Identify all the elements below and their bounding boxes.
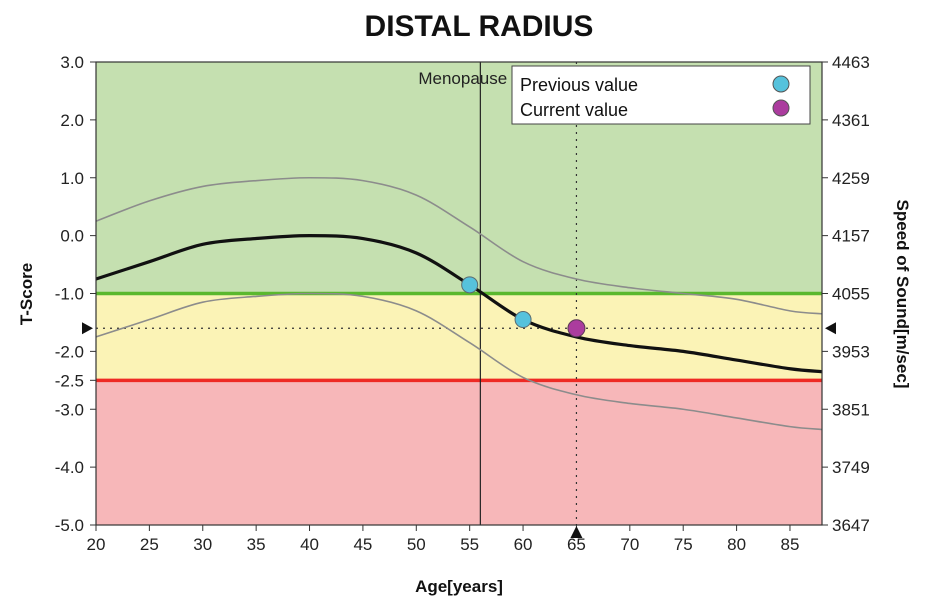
left-tick-label-2: 1.0 [60,169,84,188]
x-tick-label-4: 40 [300,535,319,554]
right-tick-label-7: 3749 [832,458,870,477]
left-axis: 3.0 2.0 1.0 0.0 -1.0 -2.0 -2.5 -3.0 -4.0 -5.0 [55,53,96,535]
x-axis: 20 25 30 35 40 45 50 55 60 65 70 75 80 85 [87,525,800,554]
left-tick-label-6: -2.5 [55,371,84,390]
right-tick-label-8: 3647 [832,516,870,535]
right-tick-label-5: 3953 [832,342,870,361]
data-points [461,276,586,338]
zone-osteoporosis [96,380,822,525]
left-tick-label-7: -3.0 [55,400,84,419]
left-axis-label: T-Score [17,263,36,325]
x-tick-label-2: 30 [193,535,212,554]
x-tick-label-9: 65 [567,535,586,554]
legend-previous-label: Previous value [520,75,638,95]
left-tick-label-3: 0.0 [60,227,84,246]
left-tick-label-5: -2.0 [55,342,84,361]
x-tick-label-0: 20 [87,535,106,554]
legend-previous-marker [772,75,790,93]
current-value-point [567,319,586,338]
right-tick-label-0: 4463 [832,53,870,72]
current-age-arrow [570,526,583,538]
previous-value-point-1 [514,311,532,329]
menopause-label: Menopause [418,69,507,88]
x-tick-label-5: 45 [353,535,372,554]
left-tick-label-9: -5.0 [55,516,84,535]
left-tick-label-0: 3.0 [60,53,84,72]
upper-band-line [95,176,823,315]
x-tick-label-10: 70 [620,535,639,554]
right-axis-label: Speed of Sound[m/sec] [893,200,912,389]
x-tick-label-11: 75 [674,535,693,554]
x-tick-label-3: 35 [247,535,266,554]
right-tick-label-3: 4157 [832,227,870,246]
chart-title: DISTAL RADIUS [365,10,594,43]
zone-osteopenia [96,293,822,381]
x-axis-label: Age[years] [415,577,503,596]
zone-bands [96,62,822,525]
x-tick-label-6: 50 [407,535,426,554]
x-tick-label-7: 55 [460,535,479,554]
right-axis: 4463 4361 4259 4157 4055 3953 3851 3749 3647 [822,53,870,535]
legend-current-label: Current value [520,100,628,120]
x-tick-label-12: 80 [727,535,746,554]
left-tick-label-4: -1.0 [55,285,84,304]
left-tick-label-8: -4.0 [55,458,84,477]
right-tick-label-4: 4055 [832,285,870,304]
legend-box [511,65,811,125]
legend: Previous value Current value [511,65,811,125]
x-tick-label-8: 60 [514,535,533,554]
legend-current-marker [772,99,790,117]
left-level-arrow [82,322,93,335]
right-tick-label-6: 3851 [832,400,870,419]
x-tick-label-13: 85 [781,535,800,554]
right-level-arrow [825,322,836,335]
x-tick-label-1: 25 [140,535,159,554]
left-tick-label-1: 2.0 [60,111,84,130]
right-tick-label-2: 4259 [832,169,870,188]
lower-band-line [95,292,823,431]
right-tick-label-1: 4361 [832,111,870,130]
previous-value-point-0 [461,276,479,294]
